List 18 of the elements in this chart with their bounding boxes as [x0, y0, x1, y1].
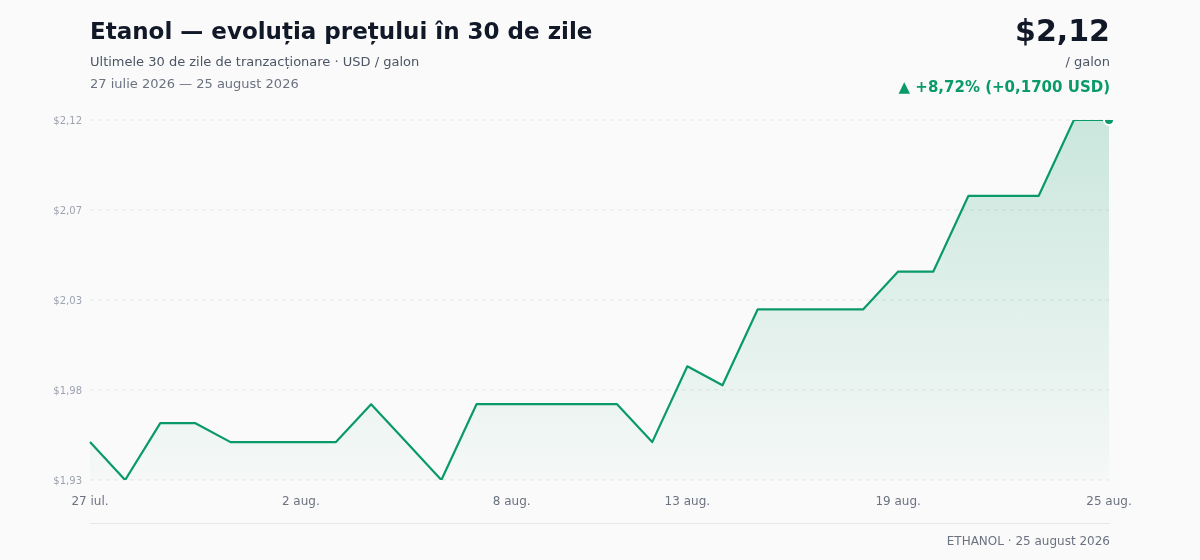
x-tick-label: 8 aug. [492, 493, 531, 508]
x-tick-label: 13 aug. [664, 493, 711, 508]
x-tick-label: 2 aug. [281, 493, 320, 508]
text: ETHANOL · 25 august 2026 [946, 534, 1110, 548]
chart-subtitle: Ultimele 30 de zile de tranzacționare · USD / galon [90, 54, 420, 69]
x-tick-label: 27 iul. [71, 493, 109, 508]
text: 27 iulie 2026 — 25 august 2026 [90, 76, 299, 91]
text: / galon [1065, 54, 1110, 69]
y-tick-label: $2,12 [53, 114, 82, 126]
text: $2,12 [1015, 13, 1110, 48]
y-tick-label: $1,98 [53, 384, 82, 396]
y-tick-label: $1,93 [53, 474, 82, 486]
x-tick-label: 25 aug. [1086, 493, 1132, 508]
chart-title: Etanol — evoluția prețului în 30 de zile [90, 18, 593, 44]
y-tick-label: $2,03 [53, 294, 82, 306]
y-tick-label: $2,07 [53, 204, 82, 216]
x-tick-label: 19 aug. [875, 493, 921, 508]
text: ▲ +8,72% (+0,1700 USD) [898, 78, 1110, 96]
